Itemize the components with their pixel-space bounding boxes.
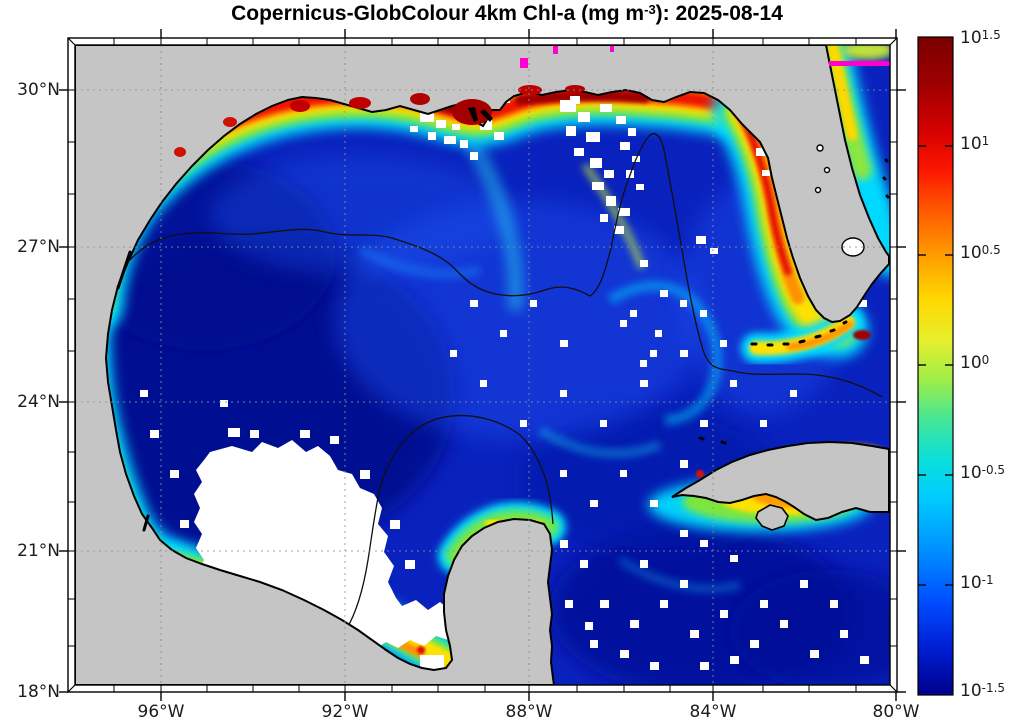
colorbar-tick-label: 10-1.5	[960, 681, 1006, 701]
mississippi-delta	[468, 107, 493, 122]
colorbar-tick-label: 10-0.5	[960, 463, 1006, 483]
map-canvas	[75, 45, 890, 685]
islands	[116, 158, 890, 532]
lon-tick-label: 92°W	[321, 702, 369, 722]
lon-tick-label: 80°W	[872, 702, 920, 722]
figure-title: Copernicus-GlobColour 4km Chl-a (mg m-3)…	[0, 2, 1014, 26]
land	[75, 45, 890, 685]
title-suffix: ): 2025-08-14	[655, 2, 783, 25]
cuba	[671, 440, 890, 522]
colorbar-tick-label: 100.5	[960, 243, 1001, 263]
colorbar-ticks	[918, 145, 953, 586]
graticule	[75, 45, 890, 685]
lat-tick-label: 24°N	[17, 392, 60, 412]
mainland-coastline	[75, 45, 890, 685]
map-frame	[59, 29, 906, 701]
colorbar-tick-label: 101	[960, 134, 990, 154]
coastal-estuaries	[174, 85, 585, 157]
colorbar-tick-label: 100	[960, 353, 990, 373]
lat-tick-label: 27°N	[17, 237, 60, 257]
florida-lakes	[814, 144, 865, 257]
lat-tick-label: 21°N	[17, 541, 60, 561]
lon-tick-label: 84°W	[689, 702, 737, 722]
artifact-marks	[520, 46, 890, 68]
colorbar-gradient	[917, 36, 954, 696]
title-exponent: -3	[644, 2, 656, 17]
lon-tick-label: 88°W	[505, 702, 553, 722]
lat-tick-label: 30°N	[17, 80, 60, 100]
colorbar-tick-label: 101.5	[960, 28, 1001, 48]
axis-ticks	[59, 29, 906, 701]
lat-tick-label: 18°N	[17, 682, 60, 702]
isla-de-la-juventud	[755, 504, 789, 531]
magenta-artifact-line	[829, 61, 890, 66]
title-prefix: Copernicus-GlobColour 4km Chl-a (mg m	[231, 2, 645, 25]
lon-tick-label: 96°W	[137, 702, 185, 722]
colorbar-tick-label: 10-1	[960, 573, 994, 593]
colorbar	[917, 36, 954, 696]
